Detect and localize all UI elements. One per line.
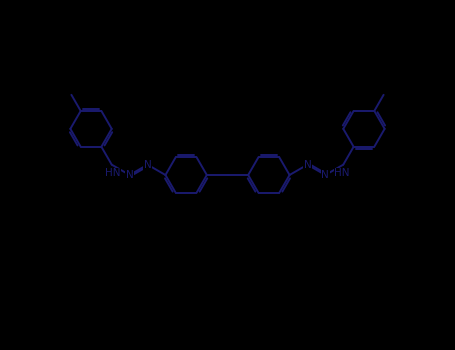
Text: N: N — [144, 160, 152, 170]
Text: N: N — [322, 170, 329, 180]
Text: HN: HN — [105, 168, 121, 178]
Text: HN: HN — [334, 168, 350, 178]
Text: N: N — [303, 160, 311, 170]
Text: N: N — [126, 170, 133, 180]
